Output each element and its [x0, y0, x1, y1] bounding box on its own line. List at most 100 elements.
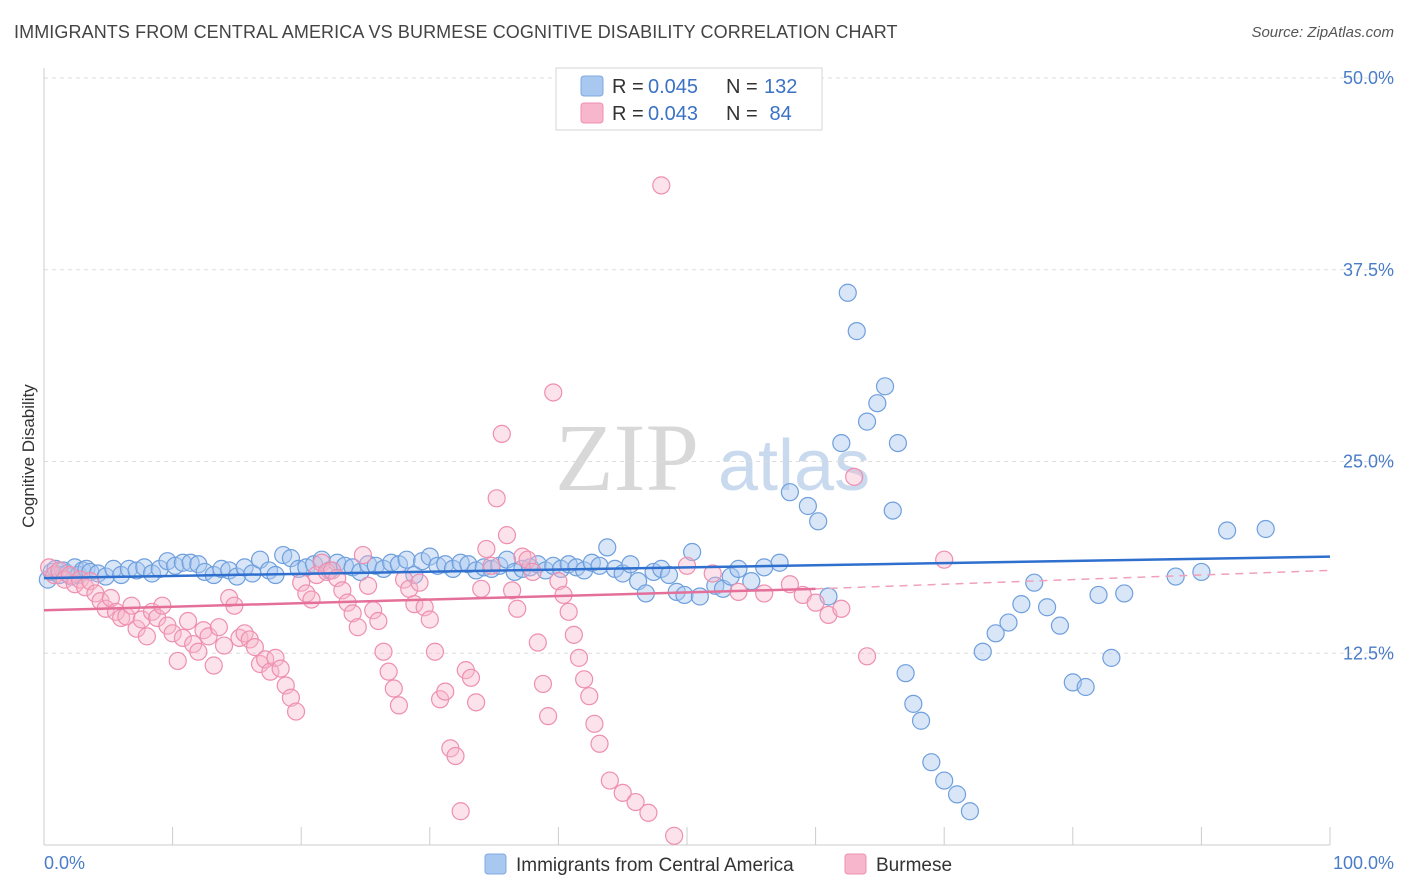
point-central-america-109 [888, 433, 908, 453]
point-burmese-12 [101, 588, 120, 608]
point-central-america-86 [659, 565, 679, 585]
point-central-america-125 [1076, 677, 1095, 697]
point-central-america-121 [1025, 573, 1044, 592]
watermark-atlas: atlas [718, 426, 870, 506]
point-burmese-113 [665, 826, 684, 845]
point-central-america-108 [883, 501, 902, 520]
point-burmese-84 [472, 579, 491, 598]
y-tick-label-1: 25.0% [1343, 452, 1394, 472]
bottom-legend: Immigrants from Central America Burmese [484, 853, 952, 876]
point-burmese-53 [312, 553, 331, 572]
point-burmese-68 [389, 696, 409, 715]
trend-line-burmese-extension [815, 569, 1331, 590]
point-burmese-59 [343, 604, 362, 623]
point-central-america-93 [721, 567, 740, 586]
point-burmese-79 [446, 746, 465, 766]
point-burmese-101 [559, 602, 578, 621]
bottom-legend-swatch-pink [844, 853, 867, 875]
point-burmese-122 [832, 599, 851, 618]
point-central-america-110 [896, 664, 915, 683]
point-central-america-118 [986, 624, 1005, 643]
point-central-america-123 [1050, 616, 1070, 635]
point-burmese-117 [755, 584, 774, 603]
point-central-america-107 [875, 377, 895, 396]
point-burmese-40 [245, 638, 265, 657]
point-central-america-30 [227, 567, 246, 586]
point-burmese-32 [204, 656, 223, 675]
point-burmese-33 [209, 618, 228, 637]
point-central-america-132 [1256, 519, 1275, 539]
source-credit: Source: ZipAtlas.com [1251, 24, 1394, 41]
bottom-legend-label-burmese: Burmese [876, 855, 952, 876]
point-burmese-24 [163, 624, 182, 643]
point-burmese-104 [575, 670, 594, 689]
trend-line-burmese [43, 587, 816, 612]
y-axis-title: Cognitive Disability [19, 384, 38, 528]
point-central-america-28 [212, 559, 231, 578]
point-central-america-81 [621, 555, 640, 574]
point-burmese-105 [580, 687, 599, 706]
legend-r-label-1: R = [612, 76, 644, 98]
point-burmese-95 [528, 633, 547, 652]
point-burmese-72 [410, 573, 429, 592]
point-central-america-103 [838, 283, 857, 302]
point-central-america-88 [675, 585, 694, 605]
point-burmese-125 [935, 550, 954, 569]
point-burmese-91 [508, 599, 527, 618]
point-central-america-24 [181, 553, 200, 572]
point-central-america-56 [428, 556, 447, 575]
point-central-america-106 [868, 394, 887, 413]
point-central-america-104 [847, 322, 866, 341]
point-central-america-102 [832, 433, 851, 453]
x-tick-label-max: 100.0% [1333, 853, 1394, 873]
point-burmese-67 [384, 679, 403, 698]
point-central-america-115 [947, 785, 967, 804]
point-central-america-77 [590, 556, 609, 575]
point-central-america-112 [911, 711, 931, 730]
point-burmese-114 [677, 556, 697, 575]
legend: R = 0.045 N = 132 R = 0.043 N = 84 [555, 67, 823, 131]
point-central-america-119 [999, 613, 1018, 632]
point-burmese-29 [189, 642, 208, 661]
point-burmese-45 [271, 659, 290, 678]
point-burmese-66 [379, 662, 398, 681]
point-central-america-131 [1218, 521, 1237, 540]
point-burmese-115 [703, 564, 722, 583]
point-central-america-105 [857, 412, 877, 431]
point-burmese-124 [857, 647, 877, 666]
point-burmese-64 [369, 611, 388, 631]
point-burmese-16 [122, 596, 141, 615]
y-tick-label-0: 12.5% [1343, 643, 1394, 663]
point-burmese-43 [261, 662, 280, 681]
point-central-america-94 [729, 559, 748, 578]
point-central-america-99 [798, 496, 817, 516]
point-burmese-31 [199, 627, 218, 646]
point-central-america-113 [922, 753, 941, 772]
point-burmese-65 [374, 642, 393, 661]
point-central-america-52 [397, 550, 416, 569]
point-burmese-102 [564, 625, 583, 644]
point-burmese-48 [286, 702, 306, 721]
point-central-america-98 [780, 483, 799, 502]
point-burmese-83 [466, 693, 486, 712]
legend-r-value-2: 0.043 [648, 103, 698, 125]
y-tick-label-2: 37.5% [1343, 260, 1394, 280]
point-burmese-18 [132, 610, 151, 629]
point-burmese-112 [652, 176, 671, 195]
point-burmese-62 [358, 576, 378, 595]
point-central-america-111 [904, 694, 923, 713]
point-central-america-128 [1115, 584, 1134, 603]
legend-n-value-2: 84 [764, 103, 792, 125]
point-burmese-89 [497, 526, 517, 545]
point-central-america-90 [690, 587, 709, 606]
point-central-america-126 [1089, 585, 1108, 605]
point-burmese-92 [513, 547, 532, 566]
legend-n-value-1: 132 [764, 76, 797, 98]
point-burmese-90 [503, 581, 522, 600]
legend-swatch-pink [580, 102, 604, 124]
point-burmese-4 [60, 565, 79, 585]
point-burmese-80 [451, 802, 470, 821]
y-tick-label-3: 50.0% [1343, 68, 1394, 88]
point-burmese-47 [281, 688, 301, 707]
